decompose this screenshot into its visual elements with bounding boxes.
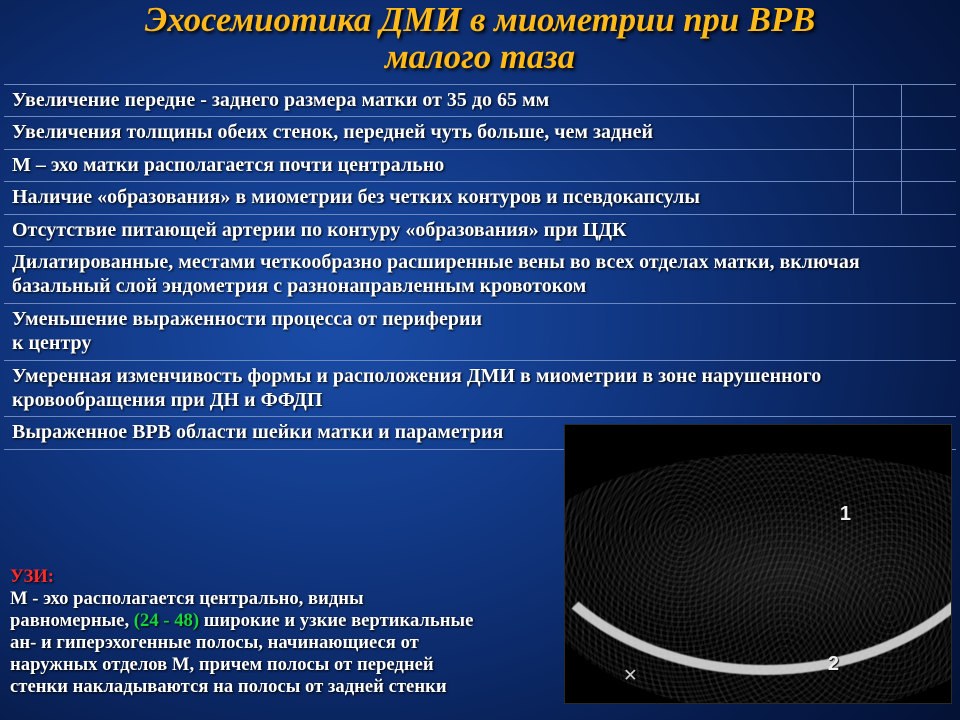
ultrasound-marker: 1 [840,503,851,526]
table-cell-empty [902,85,952,116]
table-row: М – эхо матки располагается почти центра… [4,149,956,181]
findings-table: Увеличение передне - заднего размера мат… [4,84,956,450]
ultrasound-image: 1 2 ✕ [564,424,952,704]
table-cell-empty [902,182,952,213]
table-row: Умеренная изменчивость формы и расположе… [4,360,956,417]
table-cell: Умеренная изменчивость формы и расположе… [4,361,956,417]
ultrasound-caption: УЗИ: М - эхо располагается центрально, в… [10,566,480,698]
slide-title: Эхосемиотика ДМИ в миометрии при ВРВ мал… [0,2,960,77]
table-cell: Наличие «образования» в миометрии без че… [4,182,854,213]
table-row: Увеличения толщины обеих стенок, передне… [4,116,956,148]
caption-green-insert: (24 - 48) [134,610,199,631]
table-cell-empty [902,117,952,148]
table-cell-empty [854,150,902,181]
caption-header: УЗИ: [10,566,480,588]
table-cell: Отсутствие питающей артерии по контуру «… [4,215,956,246]
table-cell-empty [854,117,902,148]
table-row: Дилатированные, местами четкообразно рас… [4,246,956,303]
table-cell-empty [902,150,952,181]
probe-arc [564,424,952,675]
table-cell: М – эхо матки располагается почти центра… [4,150,854,181]
table-cell: Дилатированные, местами четкообразно рас… [4,247,956,303]
table-cell-empty [854,85,902,116]
table-cell-empty [854,182,902,213]
caliper-icon: ✕ [623,665,638,686]
table-row: Наличие «образования» в миометрии без че… [4,181,956,213]
table-row: Уменьшение выраженности процесса от пери… [4,303,956,360]
table-row: Отсутствие питающей артерии по контуру «… [4,214,956,246]
table-cell: Увеличения толщины обеих стенок, передне… [4,117,854,148]
table-row: Увеличение передне - заднего размера мат… [4,84,956,116]
table-cell: Уменьшение выраженности процесса от пери… [4,304,956,360]
ultrasound-marker: 2 [828,653,839,676]
table-cell: Увеличение передне - заднего размера мат… [4,85,854,116]
